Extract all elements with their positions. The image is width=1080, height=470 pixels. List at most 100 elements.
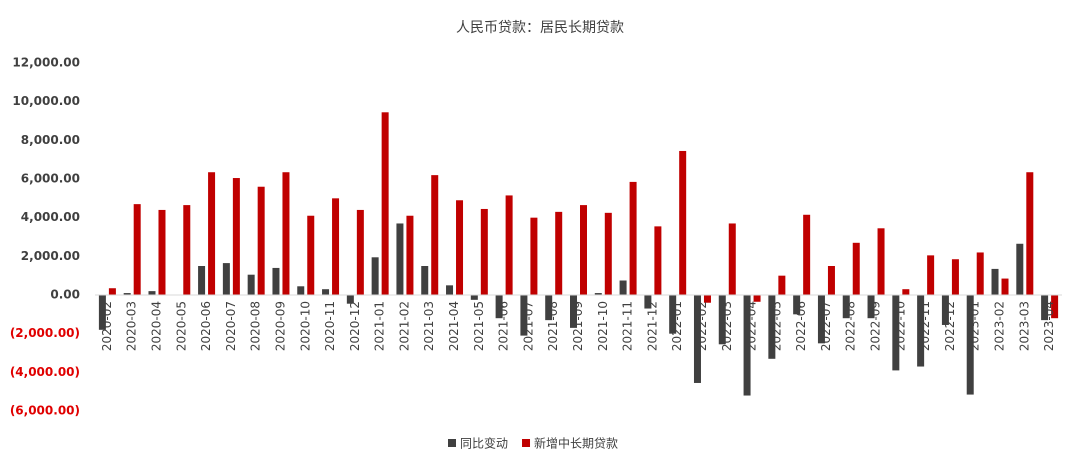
- bar: [530, 217, 538, 295]
- bar: [619, 280, 627, 295]
- bar: [232, 178, 240, 295]
- x-tick-label: 2022-06: [794, 301, 808, 351]
- bar: [272, 267, 280, 295]
- bar: [480, 208, 488, 295]
- bar: [247, 274, 255, 295]
- x-tick-label: 2020-12: [348, 301, 362, 351]
- x-tick-label: 2021-12: [645, 301, 659, 351]
- x-tick-label: 2022-05: [769, 301, 783, 351]
- y-tick-label: 0.00: [50, 288, 80, 302]
- bar: [108, 288, 116, 295]
- bar: [753, 295, 761, 302]
- x-tick-label: 2020-05: [174, 301, 188, 351]
- bar: [976, 252, 984, 295]
- bar: [693, 295, 701, 383]
- bar: [520, 295, 528, 336]
- y-tick-label: 6,000.00: [21, 172, 80, 186]
- bar: [1001, 278, 1009, 295]
- bar: [951, 259, 959, 295]
- x-tick-label: 2021-07: [521, 301, 535, 351]
- x-tick-label: 2020-11: [323, 301, 337, 351]
- x-tick-label: 2022-09: [869, 301, 883, 351]
- bar: [654, 226, 662, 295]
- bar: [555, 211, 563, 295]
- bar: [456, 200, 464, 295]
- chart-title: 人民币贷款：居民长期贷款: [456, 20, 624, 36]
- legend-swatch: [448, 439, 456, 447]
- bar: [917, 295, 925, 367]
- y-tick-label: 8,000.00: [21, 133, 80, 147]
- x-tick-label: 2022-11: [918, 301, 932, 351]
- bar: [381, 112, 389, 295]
- bar: [1041, 295, 1049, 321]
- bar: [183, 205, 191, 295]
- bar: [346, 295, 354, 304]
- y-tick-label: (4,000.00): [10, 365, 80, 379]
- bar: [817, 295, 825, 344]
- x-tick-label: 2022-02: [695, 301, 709, 351]
- bar: [991, 268, 999, 295]
- bar: [198, 266, 206, 295]
- bar: [322, 289, 330, 295]
- bar: [396, 223, 404, 295]
- legend-label: 同比变动: [460, 436, 508, 451]
- x-tick-label: 2020-07: [224, 301, 238, 351]
- x-tick-label: 2020-08: [249, 301, 263, 351]
- x-tick-label: 2023-03: [1017, 301, 1031, 351]
- x-tick-label: 2021-11: [621, 301, 635, 351]
- bar: [793, 295, 801, 315]
- x-tick-label: 2022-03: [720, 301, 734, 351]
- legend-swatch: [522, 439, 531, 447]
- bar: [505, 195, 513, 295]
- bar: [718, 295, 726, 345]
- x-tick-label: 2022-12: [943, 301, 957, 351]
- bar: [966, 295, 974, 395]
- bar: [371, 257, 379, 295]
- y-tick-label: 2,000.00: [21, 249, 80, 263]
- bar: [133, 204, 141, 295]
- x-tick-label: 2022-07: [819, 301, 833, 351]
- legend-label: 新增中长期贷款: [534, 436, 618, 451]
- bar: [297, 286, 305, 295]
- bar: [842, 295, 850, 319]
- bar: [356, 209, 364, 295]
- bar: [827, 266, 835, 295]
- x-tick-label: 2021-10: [596, 301, 610, 351]
- bar: [495, 295, 503, 319]
- x-tick-label: 2022-04: [745, 301, 759, 351]
- bar: [743, 295, 751, 396]
- bar: [927, 255, 935, 295]
- bar: [679, 150, 687, 295]
- bar: [148, 291, 156, 295]
- x-tick-label: 2022-01: [670, 301, 684, 351]
- bar: [877, 228, 885, 295]
- bar: [570, 295, 577, 328]
- x-tick-label: 2023-02: [993, 301, 1007, 351]
- bar: [852, 242, 860, 295]
- bar: [594, 293, 602, 295]
- x-tick-label: 2020-06: [199, 301, 213, 351]
- bar: [941, 295, 949, 325]
- x-tick-label: 2020-03: [125, 301, 139, 351]
- x-tick-label: 2022-08: [844, 301, 858, 351]
- bar: [803, 214, 811, 295]
- bar: [332, 198, 340, 295]
- bar: [1016, 243, 1024, 295]
- bar: [1051, 295, 1059, 319]
- bar: [545, 295, 553, 321]
- x-tick-label: 2021-03: [422, 301, 436, 351]
- y-tick-label: (2,000.00): [10, 326, 80, 340]
- x-tick-label: 2021-04: [447, 301, 461, 351]
- bar: [669, 295, 677, 334]
- y-tick-label: 12,000.00: [12, 56, 80, 70]
- x-tick-label: 2023-04: [1042, 301, 1056, 351]
- y-tick-label: 10,000.00: [12, 94, 80, 108]
- bar: [778, 275, 786, 295]
- bar: [604, 212, 612, 295]
- x-tick-label: 2020-10: [298, 301, 312, 351]
- x-tick-label: 2020-02: [100, 301, 114, 351]
- bar: [703, 295, 711, 303]
- x-tick-label: 2021-02: [397, 301, 411, 351]
- x-tick-label: 2021-06: [497, 301, 511, 351]
